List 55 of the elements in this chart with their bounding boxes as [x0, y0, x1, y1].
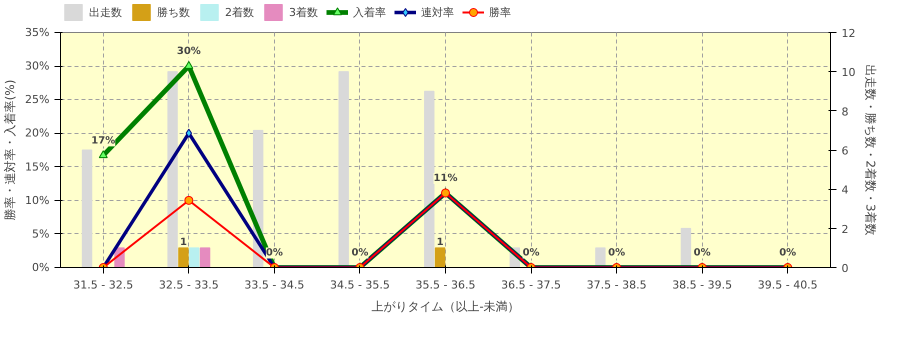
legend-label: 連対率 — [421, 4, 454, 20]
legend-label: 勝ち数 — [157, 4, 190, 20]
legend-label: 3着数 — [289, 4, 318, 20]
data-label: 0% — [694, 248, 711, 258]
x-tick-label: 32.5 - 33.5 — [158, 278, 219, 292]
y2-tick-label: 10 — [842, 66, 856, 80]
y2-tick-label: 12 — [842, 27, 856, 40]
bar — [167, 71, 178, 268]
y2-tick-label: 2 — [842, 222, 848, 236]
data-label: 0% — [351, 248, 368, 258]
x-tick-label: 35.5 - 36.5 — [416, 278, 476, 292]
data-label: 0% — [266, 248, 283, 258]
data-label: 0% — [779, 248, 796, 258]
point — [184, 196, 194, 205]
x-tick-label: 39.5 - 40.5 — [758, 278, 818, 292]
bar — [82, 150, 92, 268]
y2-tick-label: 8 — [842, 105, 848, 118]
legend-label: 勝率 — [489, 4, 511, 20]
x-tick-label: 38.5 - 39.5 — [672, 278, 732, 292]
x-tick-label: 37.5 - 38.5 — [586, 278, 647, 292]
bar — [200, 247, 210, 268]
x-tick-label: 36.5 - 37.5 — [501, 278, 562, 292]
y-tick-label: 10% — [25, 194, 50, 207]
legend-label: 2着数 — [225, 4, 254, 20]
x-tick-label: 34.5 - 35.5 — [330, 278, 390, 292]
y-tick-label: 5% — [32, 227, 50, 240]
y-tick-label: 20% — [25, 126, 50, 140]
bar — [178, 247, 189, 268]
legend-label: 入着率 — [353, 4, 386, 20]
legend-label: 出走数 — [89, 4, 122, 20]
y-tick-label: 30% — [25, 60, 50, 73]
y-tick-label: 0% — [32, 261, 50, 274]
x-tick-label: 33.5 - 34.5 — [244, 278, 304, 292]
y-axis-title: 勝率・連対率・入着率(%) — [3, 80, 18, 220]
y2-tick-label: 6 — [842, 144, 848, 158]
data-label: 0% — [608, 248, 626, 258]
data-label: 0% — [522, 248, 540, 258]
y2-axis-title: 出走数・勝ち数・2着数・3着数 — [863, 64, 878, 236]
bar — [338, 71, 349, 268]
x-axis-title: 上がりタイム（以上-未満） — [371, 300, 520, 314]
bar — [434, 247, 446, 268]
x-tick-label: 31.5 - 32.5 — [73, 278, 134, 292]
data-label: 30% — [176, 46, 201, 58]
bar — [189, 247, 200, 268]
data-label: 17% — [91, 135, 116, 146]
y-tick-label: 25% — [25, 93, 50, 106]
bar — [680, 228, 692, 268]
y2-tick-label: 0 — [842, 262, 848, 275]
data-label: 1 — [180, 236, 187, 248]
y-tick-label: 15% — [25, 160, 50, 174]
data-label: 11% — [434, 172, 458, 184]
y2-tick-label: 4 — [842, 184, 848, 197]
bar — [424, 90, 434, 268]
y-tick-label: 35% — [25, 26, 50, 39]
data-label: 1 — [436, 236, 444, 248]
